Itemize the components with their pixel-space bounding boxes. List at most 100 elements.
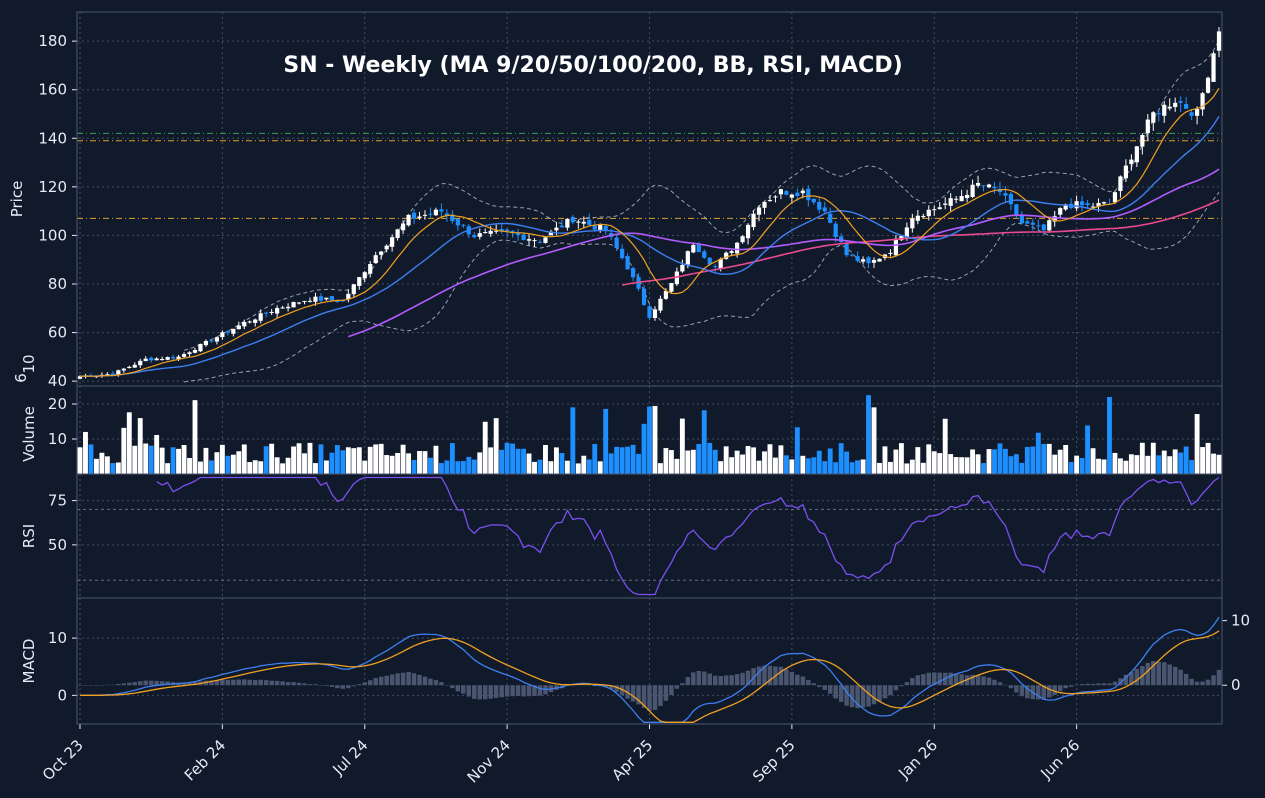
volume-bar — [460, 461, 466, 474]
macd-histogram-bar — [910, 678, 915, 686]
price-axis-label: Price — [8, 181, 26, 218]
macd-histogram-bar — [674, 685, 680, 689]
candle-body — [296, 302, 302, 304]
volume-bar — [816, 450, 822, 474]
candle-body — [997, 188, 1003, 193]
volume-bar — [1112, 452, 1118, 474]
macd-histogram-bar — [488, 685, 493, 699]
candle-body — [745, 224, 751, 239]
macd-histogram-bar — [367, 680, 373, 686]
volume-bar — [187, 458, 192, 474]
macd-histogram-bar — [493, 685, 499, 698]
candle-body — [674, 271, 679, 285]
macd-histogram-bar — [296, 682, 302, 686]
macd-histogram-bar — [159, 681, 165, 686]
volume-bar — [148, 445, 154, 474]
candle-body — [1080, 201, 1085, 206]
volume-bar — [690, 449, 696, 474]
macd-histogram-bar — [510, 685, 515, 697]
macd-histogram-bar — [745, 670, 751, 686]
volume-bar — [176, 448, 182, 474]
macd-histogram-bar — [1107, 683, 1112, 686]
volume-bar — [1183, 446, 1189, 474]
candle-body — [384, 245, 389, 250]
volume-bar — [236, 451, 242, 474]
volume-bar — [931, 451, 937, 474]
macd-histogram-bar — [417, 674, 422, 686]
volume-bar — [636, 453, 641, 474]
macd-histogram-bar — [482, 685, 488, 700]
macd-histogram-bar — [132, 682, 137, 686]
macd-histogram-bar — [778, 666, 784, 686]
candle-body — [1205, 77, 1211, 93]
volume-bar — [269, 443, 275, 474]
macd-histogram-bar — [1101, 683, 1107, 686]
macd-histogram-bar — [477, 685, 482, 700]
candle-body — [1184, 104, 1189, 109]
candle-body — [932, 209, 937, 211]
macd-histogram-bar — [274, 680, 280, 686]
macd-histogram-bar — [143, 680, 148, 686]
candle-body — [965, 194, 970, 199]
macd-histogram-bar — [269, 680, 274, 686]
volume-bar — [844, 451, 850, 474]
macd-histogram-bar — [515, 685, 521, 696]
candle-body — [926, 209, 931, 217]
volume-bar — [1008, 456, 1014, 474]
volume-bar — [230, 454, 236, 474]
volume-bar — [121, 427, 127, 474]
candle-body — [581, 221, 586, 224]
candle-body — [937, 207, 942, 210]
candle-body — [921, 216, 926, 218]
candle-body — [285, 306, 291, 309]
volume-bar — [543, 445, 548, 474]
macd-histogram-bar — [855, 685, 860, 709]
candle-body — [948, 198, 953, 206]
volume-bar — [1101, 459, 1107, 474]
candle-body — [1014, 204, 1019, 217]
macd-histogram-bar — [1019, 685, 1025, 697]
candle-body — [855, 256, 860, 261]
volume-bar — [329, 452, 335, 474]
macd-histogram-bar — [94, 685, 99, 686]
candle-body — [1123, 165, 1129, 179]
macd-histogram-bar — [1090, 683, 1096, 686]
candle-body — [1173, 102, 1178, 108]
volume-bar — [1024, 446, 1030, 474]
volume-bar — [252, 460, 258, 474]
volume-bar — [751, 447, 756, 474]
macd-histogram-bar — [1057, 685, 1063, 692]
candle-body — [899, 235, 904, 241]
candle-body — [181, 354, 187, 357]
volume-bar — [1139, 442, 1145, 474]
macd-histogram-bar — [849, 685, 855, 708]
macd-histogram-bar — [1156, 661, 1162, 686]
volume-bar — [110, 463, 116, 474]
candle-body — [494, 230, 499, 232]
rsi-panel — [77, 476, 1222, 596]
volume-bar — [482, 421, 488, 474]
macd-histogram-bar — [428, 678, 433, 686]
candle-body — [718, 258, 723, 269]
macd-histogram-bar — [997, 682, 1003, 686]
candle-body — [154, 358, 159, 361]
macd-histogram-bar — [767, 665, 773, 686]
volume-bar — [411, 459, 417, 474]
volume-bar — [959, 457, 965, 474]
volume-bar — [1030, 446, 1036, 474]
macd-histogram-bar — [702, 671, 707, 686]
macd-histogram-bar — [1047, 685, 1052, 698]
bollinger-lower-band — [183, 191, 1220, 383]
volume-bar — [378, 443, 384, 474]
macd-histogram-bar — [981, 676, 986, 686]
volume-bar — [296, 443, 302, 474]
candle-body — [225, 331, 230, 333]
volume-bar — [773, 457, 778, 474]
volume-bar — [970, 449, 976, 474]
volume-bar — [280, 463, 286, 474]
volume-bar — [318, 444, 324, 474]
candle-body — [439, 209, 444, 212]
candle-body — [1025, 221, 1030, 224]
macd-histogram-bar — [937, 672, 942, 686]
